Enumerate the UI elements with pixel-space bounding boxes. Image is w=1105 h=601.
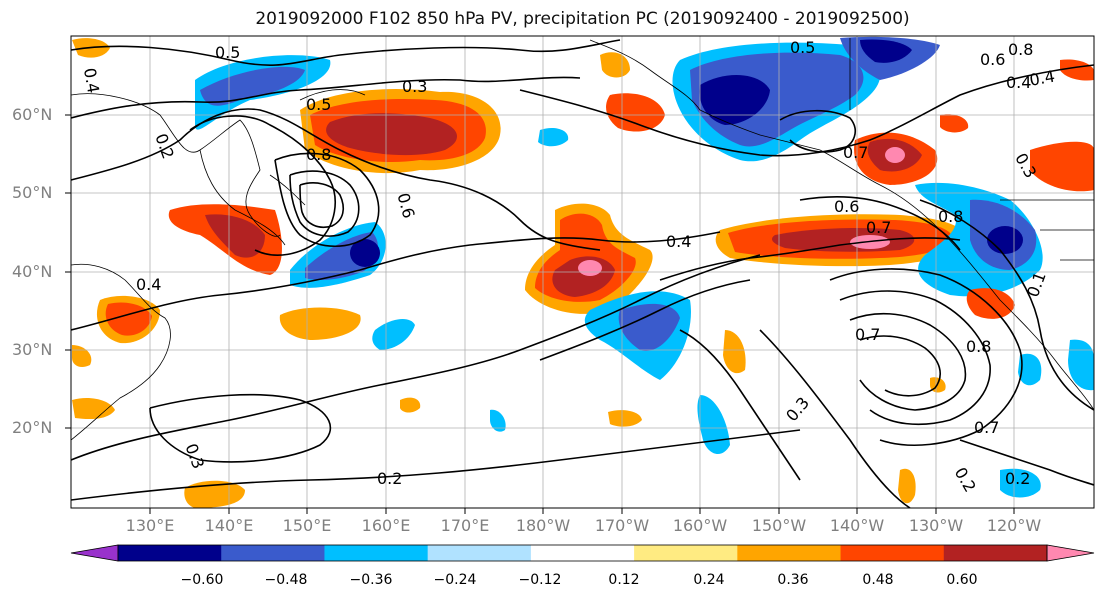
contour-label: 0.5 bbox=[215, 43, 240, 62]
contour-label: 0.4 bbox=[1028, 67, 1056, 90]
lon-label-140e: 140°E bbox=[204, 516, 254, 535]
graticule bbox=[71, 36, 1094, 508]
lon-label-120w: 120°W bbox=[986, 516, 1042, 535]
contour-label: 0.3 bbox=[402, 77, 427, 96]
colorbar-cell bbox=[737, 545, 842, 561]
lat-label-60n: 60°N bbox=[12, 105, 53, 124]
contour-label: 0.4 bbox=[666, 232, 691, 251]
coastlines bbox=[71, 38, 1094, 441]
lon-label-140w: 140°W bbox=[829, 516, 885, 535]
colorbar-extend-min bbox=[70, 544, 119, 562]
contour-label: 0.8 bbox=[1008, 40, 1033, 59]
contour-label: 0.6 bbox=[394, 191, 419, 221]
lat-label-50n: 50°N bbox=[12, 183, 53, 202]
colorbar-tick-label: 0.12 bbox=[608, 572, 640, 588]
pv-contours bbox=[71, 39, 1094, 508]
contour-label: 0.5 bbox=[306, 95, 331, 114]
colorbar-tick-label: −0.12 bbox=[518, 572, 562, 588]
contour-label: 0.7 bbox=[866, 218, 891, 237]
lon-label-180w: 180°W bbox=[515, 516, 571, 535]
contour-label: 0.2 bbox=[951, 464, 980, 496]
map-title: 2019092000 F102 850 hPa PV, precipitatio… bbox=[255, 9, 910, 29]
contour-label: 0.4 bbox=[136, 275, 161, 294]
contour-label: 0.2 bbox=[377, 469, 402, 488]
colorbar-cell bbox=[324, 545, 429, 561]
lon-label-150e: 150°E bbox=[282, 516, 332, 535]
colorbar-tick-label: 0.48 bbox=[862, 572, 894, 588]
contour-label: 0.7 bbox=[855, 325, 880, 344]
lat-label-20n: 20°N bbox=[12, 418, 53, 437]
colorbar-cell bbox=[118, 545, 222, 561]
contour-labels: 0.5 0.4 0.3 0.2 0.8 0.6 0.5 0.4 0.8 0.6 … bbox=[80, 38, 1056, 495]
colorbar-extend-max bbox=[1046, 544, 1095, 562]
colorbar-tick-label: 0.24 bbox=[693, 572, 725, 588]
colorbar-tick-label: −0.60 bbox=[180, 572, 224, 588]
lon-label-170e: 170°E bbox=[440, 516, 490, 535]
lon-label-170w: 170°W bbox=[594, 516, 650, 535]
lat-label-40n: 40°N bbox=[12, 262, 53, 281]
colorbar-tick-label: −0.24 bbox=[433, 572, 477, 588]
contour-label: 0.6 bbox=[834, 197, 859, 216]
colorbar-cell bbox=[943, 545, 1048, 561]
colorbar-cell bbox=[427, 545, 532, 561]
colorbar-tick-label: −0.48 bbox=[264, 572, 308, 588]
colorbar-tick-label: 0.36 bbox=[777, 572, 809, 588]
lon-label-150w: 150°W bbox=[751, 516, 807, 535]
contour-label: 0.6 bbox=[980, 50, 1005, 69]
lon-label-130e: 130°E bbox=[125, 516, 175, 535]
colorbar-cell bbox=[634, 545, 738, 561]
contour-label: 0.2 bbox=[1005, 469, 1030, 488]
colorbar-cell bbox=[840, 545, 945, 561]
colorbar bbox=[70, 544, 1095, 562]
contour-label: 0.3 bbox=[782, 393, 813, 425]
contour-label: 0.7 bbox=[974, 418, 999, 437]
colorbar-tick-label: −0.36 bbox=[349, 572, 393, 588]
contour-label: 0.8 bbox=[938, 207, 963, 226]
contour-label: 0.8 bbox=[966, 337, 991, 356]
contour-label: 0.4 bbox=[1006, 73, 1031, 92]
contour-label: 0.4 bbox=[80, 66, 103, 94]
contour-label: 0.3 bbox=[181, 441, 208, 471]
precip-shading bbox=[72, 36, 1094, 508]
lon-label-160e: 160°E bbox=[361, 516, 411, 535]
contour-label: 0.8 bbox=[306, 145, 331, 164]
colorbar-cell bbox=[221, 545, 325, 561]
colorbar-tick-label: 0.60 bbox=[946, 572, 978, 588]
lon-label-160w: 160°W bbox=[672, 516, 728, 535]
contour-label: 0.7 bbox=[843, 143, 868, 162]
contour-label: 0.5 bbox=[790, 38, 815, 57]
colorbar-cell bbox=[530, 545, 635, 561]
lat-label-30n: 30°N bbox=[12, 340, 53, 359]
lon-label-130w: 130°W bbox=[908, 516, 964, 535]
